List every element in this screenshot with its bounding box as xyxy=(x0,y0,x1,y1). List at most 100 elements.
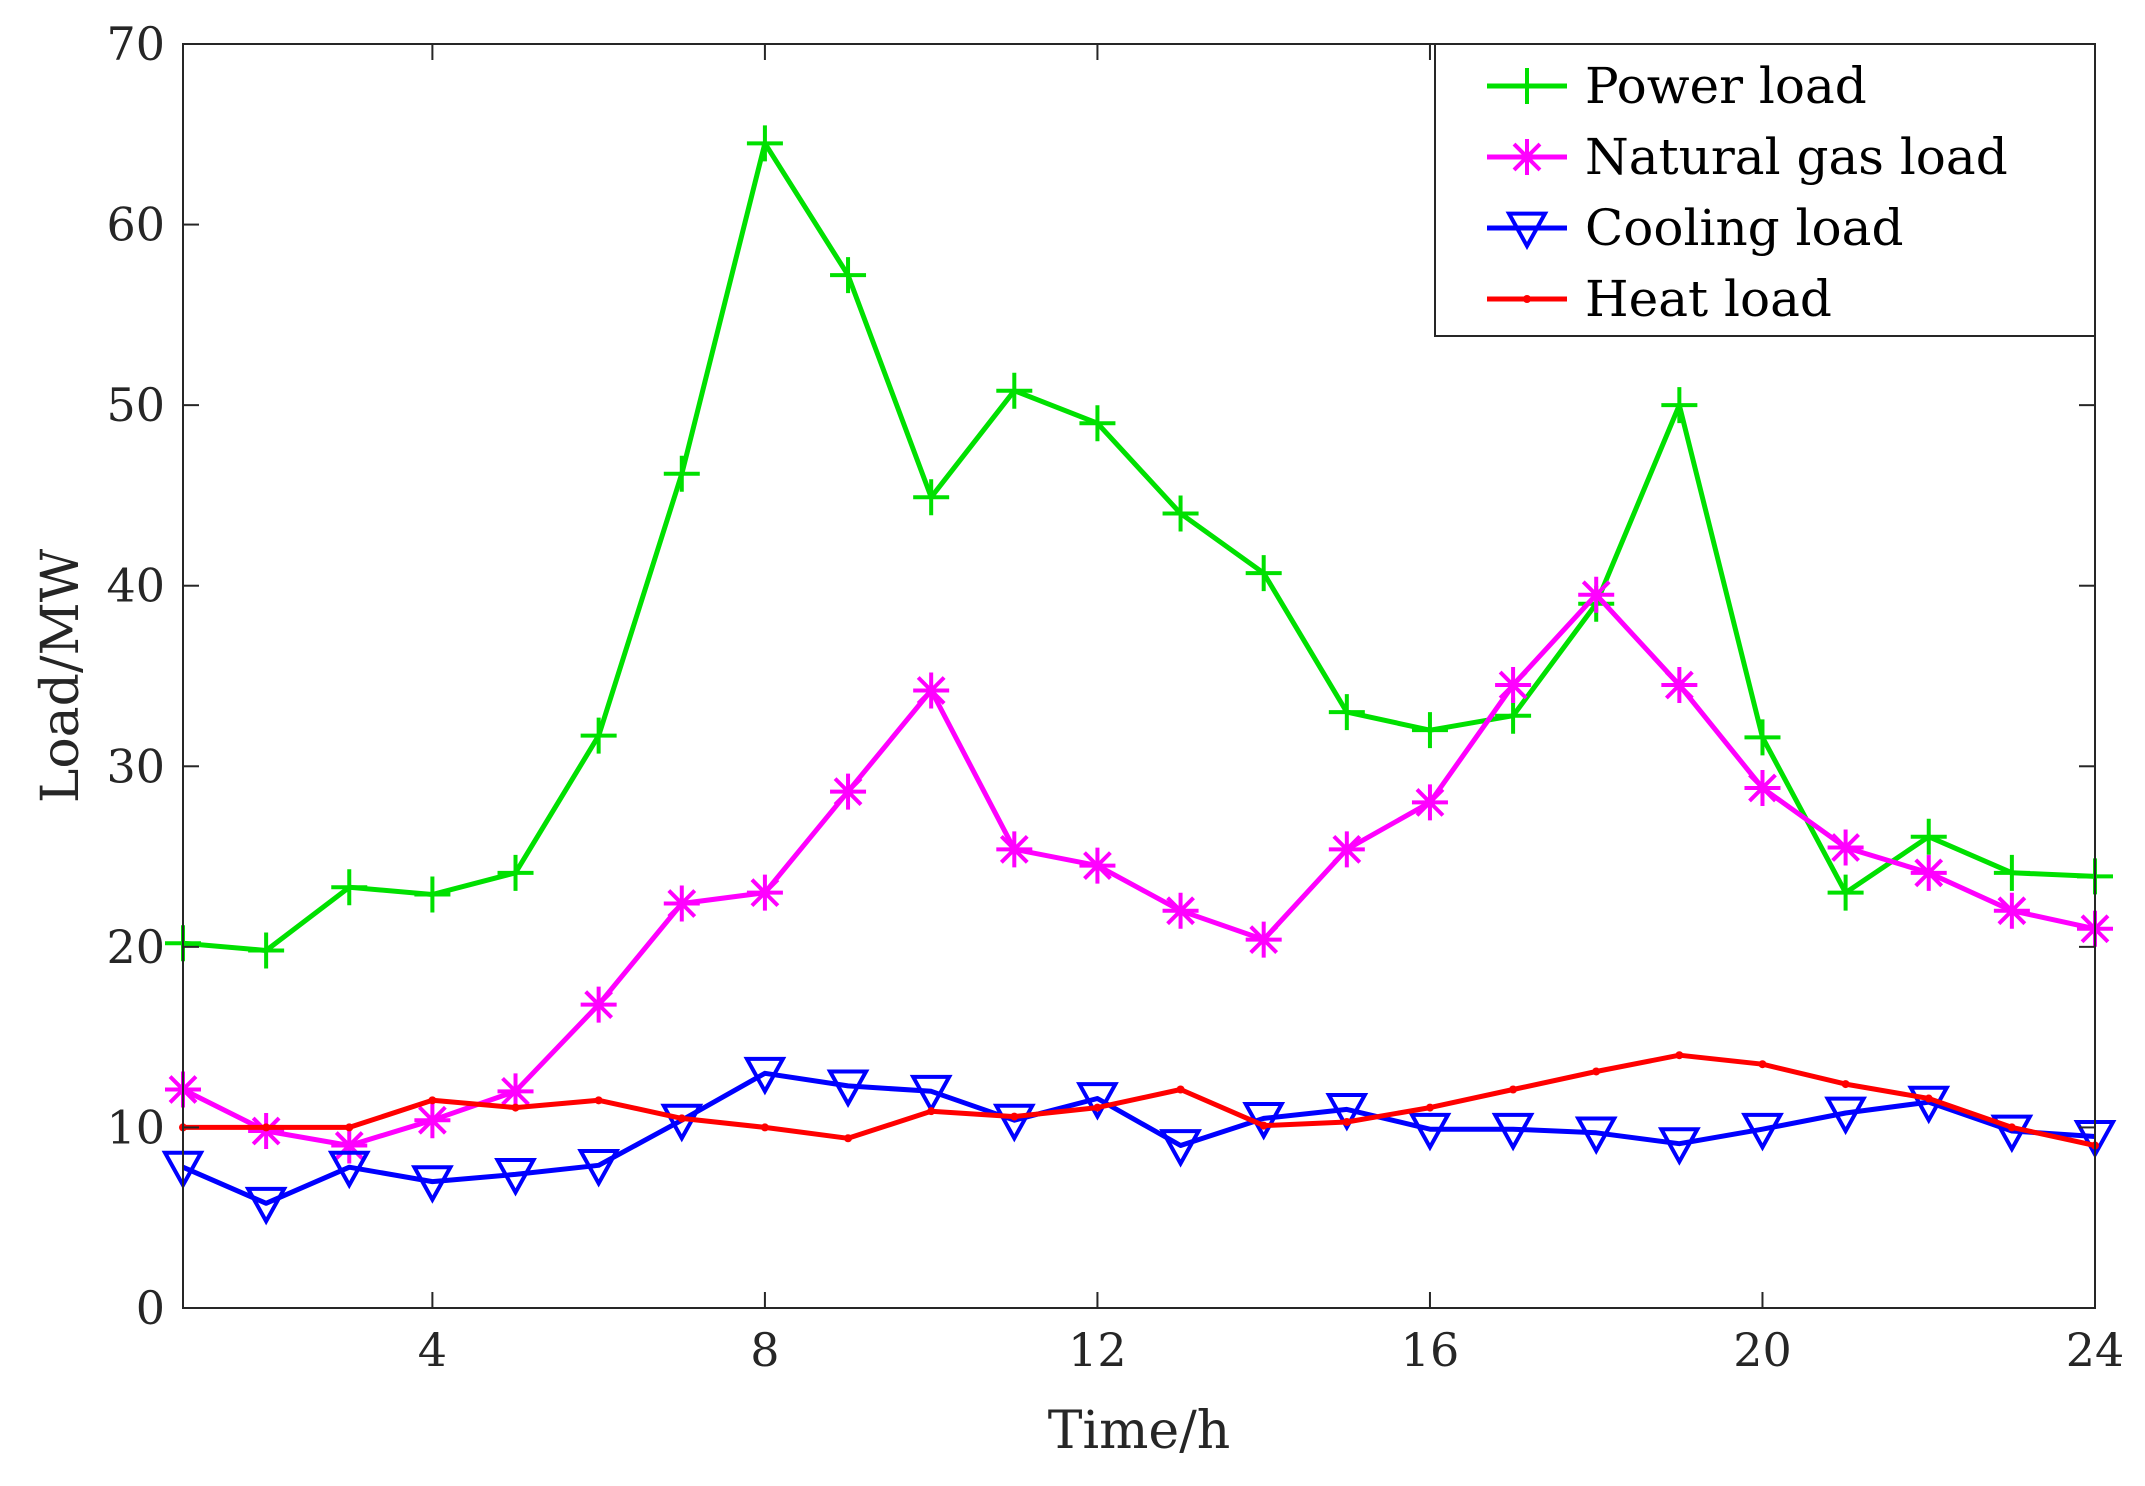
x-tick-label: 12 xyxy=(1068,1323,1127,1377)
data-point-heat-load xyxy=(1758,1060,1767,1069)
axes-frame xyxy=(182,43,2096,1309)
y-axis-label: Load/MW xyxy=(31,548,91,803)
series-layer xyxy=(161,125,2117,1226)
data-point-natural-gas-load xyxy=(1079,847,1116,884)
data-point-heat-load xyxy=(262,1123,271,1132)
legend-entry-heat-load: Heat load xyxy=(1487,270,1832,328)
data-point-natural-gas-load xyxy=(1993,892,2030,929)
data-point-heat-load xyxy=(594,1096,603,1105)
data-point-natural-gas-load xyxy=(414,1102,451,1139)
data-point-power-load xyxy=(830,257,867,294)
data-point-heat-load xyxy=(2007,1123,2016,1132)
data-point-natural-gas-load xyxy=(331,1127,368,1164)
data-point-cooling-load xyxy=(1574,1116,1618,1155)
data-point-cooling-load xyxy=(1491,1112,1535,1152)
data-point-natural-gas-load xyxy=(497,1073,534,1110)
data-point-cooling-load xyxy=(1741,1112,1784,1152)
data-point-natural-gas-load xyxy=(830,773,867,810)
data-point-natural-gas-load xyxy=(1661,667,1698,704)
data-point-cooling-load xyxy=(410,1165,454,1204)
data-point-cooling-load xyxy=(1408,1112,1452,1152)
data-point-natural-gas-load xyxy=(1495,667,1532,704)
data-point-cooling-load xyxy=(909,1074,953,1114)
data-point-power-load xyxy=(1162,495,1199,532)
y-tick-label: 10 xyxy=(106,1100,165,1154)
data-point-power-load xyxy=(414,876,451,913)
legend-entry-power-load: Power load xyxy=(1487,57,1867,115)
data-point-power-load xyxy=(663,455,700,492)
data-point-natural-gas-load xyxy=(746,874,783,911)
legend: Power load Natural gas load Cooling load He… xyxy=(1434,43,2096,337)
data-point-heat-load xyxy=(1592,1067,1601,1076)
data-point-cooling-load xyxy=(494,1157,537,1197)
data-point-heat-load xyxy=(760,1123,769,1132)
data-point-natural-gas-load xyxy=(1328,831,1365,868)
y-tick-label: 70 xyxy=(106,17,165,71)
data-point-natural-gas-load xyxy=(1162,892,1199,929)
data-point-power-load xyxy=(1079,405,1116,442)
data-point-power-load xyxy=(1993,854,2030,891)
data-point-cooling-load xyxy=(1824,1096,1868,1136)
data-point-cooling-load xyxy=(1076,1082,1119,1121)
series-cooling-load xyxy=(161,1056,2117,1226)
data-point-power-load xyxy=(1411,712,1448,749)
data-point-heat-load xyxy=(1010,1112,1019,1121)
data-point-power-load xyxy=(497,854,534,891)
legend-marker-natural-gas-load xyxy=(1509,139,1545,175)
data-point-cooling-load xyxy=(1325,1092,1369,1132)
data-point-cooling-load xyxy=(1990,1114,2034,1154)
data-point-cooling-load xyxy=(244,1186,288,1226)
data-point-heat-load xyxy=(1093,1103,1102,1112)
data-point-heat-load xyxy=(345,1123,354,1132)
data-point-cooling-load xyxy=(660,1103,704,1143)
data-point-heat-load xyxy=(1176,1085,1185,1094)
data-point-cooling-load xyxy=(992,1103,1036,1143)
legend-label-heat-load: Heat load xyxy=(1585,270,1832,328)
y-tick-label: 60 xyxy=(106,198,165,252)
axes-layer: 4 8 12 16 20 24 0 10 20 30 40 50 60 70 xyxy=(106,17,2124,1377)
data-point-heat-load xyxy=(927,1107,936,1116)
series-line-natural-gas-load xyxy=(181,592,2096,1148)
data-point-power-load xyxy=(1910,818,1947,855)
legend-marker-power-load xyxy=(1509,68,1545,104)
legend-marker-heat-load xyxy=(1523,295,1531,303)
legend-label-power-load: Power load xyxy=(1585,57,1867,115)
data-point-power-load xyxy=(1328,694,1365,731)
data-point-heat-load xyxy=(1342,1118,1351,1127)
data-point-power-load xyxy=(1245,555,1282,592)
x-tick-label: 20 xyxy=(1733,1323,1792,1377)
x-tick-label: 8 xyxy=(750,1323,779,1377)
data-point-heat-load xyxy=(1675,1051,1684,1060)
x-axis-label: Time/h xyxy=(1048,1401,1230,1461)
x-tick-label: 24 xyxy=(2066,1323,2125,1377)
data-point-cooling-load xyxy=(1657,1127,1701,1166)
legend-entry-natural-gas-load: Natural gas load xyxy=(1487,128,2008,186)
series-line-power-load xyxy=(182,140,2096,953)
data-point-natural-gas-load xyxy=(1411,784,1448,821)
legend-entry-cooling-load: Cooling load xyxy=(1487,199,1903,257)
data-point-power-load xyxy=(331,869,368,906)
data-point-heat-load xyxy=(1425,1103,1434,1112)
data-point-power-load xyxy=(248,932,285,969)
legend-label-natural-gas-load: Natural gas load xyxy=(1585,128,2008,186)
legend-box xyxy=(1434,43,2096,337)
data-point-heat-load xyxy=(1509,1085,1518,1094)
data-point-heat-load xyxy=(844,1134,853,1143)
data-point-natural-gas-load xyxy=(580,986,617,1023)
data-point-power-load xyxy=(580,717,617,754)
series-heat-load xyxy=(179,1051,2099,1150)
data-point-heat-load xyxy=(1841,1080,1850,1089)
data-point-power-load xyxy=(1827,874,1864,911)
series-line-heat-load xyxy=(183,1052,2096,1148)
data-point-power-load xyxy=(996,372,1033,409)
data-point-natural-gas-load xyxy=(1827,829,1864,866)
data-point-heat-load xyxy=(1924,1094,1933,1103)
y-tick-label: 40 xyxy=(106,559,165,613)
data-point-power-load xyxy=(1661,387,1698,424)
y-tick-label: 20 xyxy=(106,920,165,974)
data-point-natural-gas-load xyxy=(1910,854,1947,891)
data-point-heat-load xyxy=(677,1114,686,1123)
data-point-heat-load xyxy=(428,1096,437,1105)
legend-label-cooling-load: Cooling load xyxy=(1585,199,1903,257)
